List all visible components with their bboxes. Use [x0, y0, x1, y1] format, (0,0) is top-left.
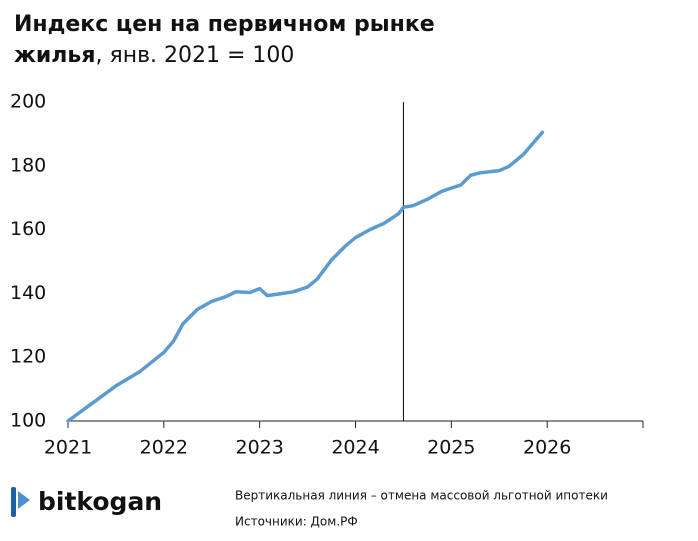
note: Вертикальная линия – отмена массовой льг…: [235, 489, 608, 503]
x-tick-label: 2024: [331, 437, 379, 459]
logo-icon: [11, 487, 16, 517]
y-tick-label: 100: [10, 410, 46, 432]
chart-title-line: жилья, янв. 2021 = 100: [14, 43, 294, 68]
chart-title: жилья: [14, 43, 95, 68]
y-tick-label: 160: [10, 218, 46, 240]
logo: bitkogan: [11, 487, 162, 517]
x-tick-label: 2021: [44, 437, 92, 459]
line-series: [66, 130, 545, 423]
logo-icon: [18, 491, 30, 509]
y-tick-label: 180: [10, 154, 46, 176]
x-tick-label: 2023: [235, 437, 283, 459]
x-tick-label: 2022: [140, 437, 188, 459]
x-tick-label: 2026: [523, 437, 571, 459]
y-tick-label: 200: [10, 91, 46, 113]
chart-subtitle: , янв. 2021 = 100: [95, 43, 294, 68]
y-tick-label: 120: [10, 346, 46, 368]
x-tick-label: 2025: [427, 437, 475, 459]
chart-title: Индекс цен на первичном рынке: [14, 12, 435, 37]
logo-text: bitkogan: [38, 487, 162, 516]
source: Источники: Дом.РФ: [235, 515, 358, 529]
y-tick-label: 140: [10, 282, 46, 304]
